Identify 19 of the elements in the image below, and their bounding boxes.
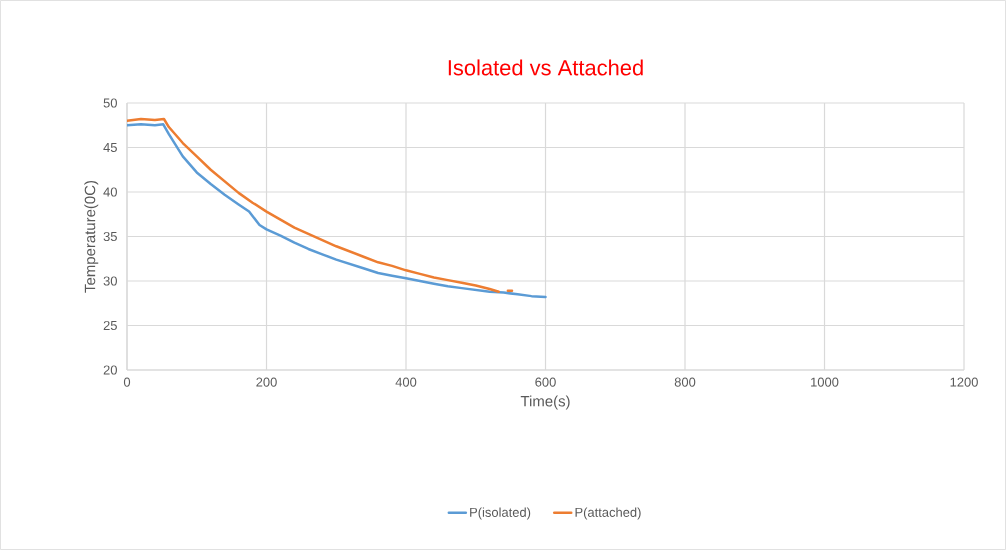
y-tick-label: 30 — [103, 276, 117, 286]
x-axis-title: Time(s) — [520, 395, 570, 410]
chart-title: Isolated vs Attached — [448, 59, 643, 76]
x-tick-label: 0 — [123, 377, 131, 387]
y-axis-title: Temperature(0C) — [84, 180, 99, 293]
x-tick-label: 600 — [535, 377, 556, 387]
x-tick-label: 1000 — [811, 377, 839, 387]
legend-label: P(attached) — [575, 507, 641, 520]
x-tick-label: 1200 — [950, 377, 978, 387]
legend-label: P(isolated) — [470, 507, 531, 520]
x-tick-label: 400 — [395, 377, 417, 387]
y-tick-label: 40 — [103, 187, 117, 197]
x-tick-label: 800 — [674, 377, 696, 387]
y-tick-label: 25 — [103, 320, 117, 331]
y-tick-label: 35 — [103, 231, 117, 242]
y-tick-label: 50 — [103, 98, 117, 108]
x-tick-label: 200 — [256, 377, 277, 387]
y-tick-label: 45 — [103, 142, 117, 153]
y-tick-label: 20 — [103, 365, 117, 375]
